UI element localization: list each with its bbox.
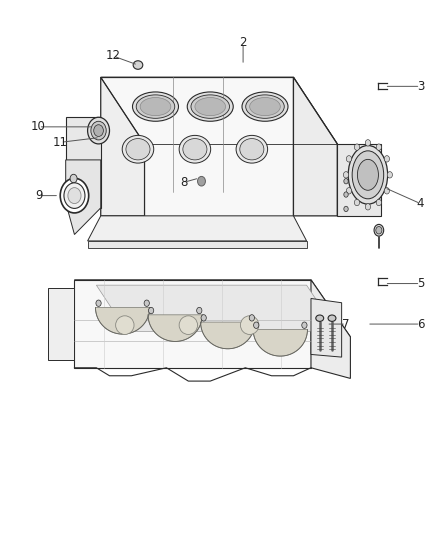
Ellipse shape: [302, 322, 307, 328]
Ellipse shape: [246, 95, 284, 118]
Ellipse shape: [179, 135, 211, 163]
Ellipse shape: [250, 98, 280, 116]
Ellipse shape: [374, 224, 384, 236]
Text: 7: 7: [342, 318, 350, 330]
Ellipse shape: [195, 98, 226, 116]
Ellipse shape: [354, 199, 360, 206]
Polygon shape: [253, 329, 307, 356]
Ellipse shape: [70, 174, 77, 183]
Ellipse shape: [198, 176, 205, 186]
Ellipse shape: [346, 188, 352, 194]
Text: 12: 12: [106, 50, 120, 62]
Polygon shape: [101, 77, 145, 216]
Polygon shape: [337, 144, 381, 216]
Polygon shape: [101, 77, 337, 144]
Polygon shape: [88, 241, 307, 248]
Text: 5: 5: [417, 277, 424, 290]
Text: 9: 9: [35, 189, 42, 202]
Ellipse shape: [240, 139, 264, 160]
Ellipse shape: [348, 146, 388, 204]
Ellipse shape: [344, 179, 348, 184]
Ellipse shape: [132, 92, 178, 122]
Text: 11: 11: [53, 136, 68, 149]
Ellipse shape: [60, 178, 88, 213]
Ellipse shape: [346, 156, 352, 162]
Ellipse shape: [140, 98, 171, 116]
Ellipse shape: [179, 316, 198, 335]
Ellipse shape: [236, 135, 268, 163]
Ellipse shape: [376, 199, 381, 206]
Ellipse shape: [352, 151, 384, 199]
Ellipse shape: [122, 135, 154, 163]
Ellipse shape: [116, 316, 134, 335]
Polygon shape: [95, 308, 150, 334]
Ellipse shape: [357, 159, 378, 190]
Ellipse shape: [70, 192, 77, 200]
Text: 3: 3: [417, 80, 424, 93]
Polygon shape: [96, 285, 337, 332]
Polygon shape: [66, 117, 101, 208]
Ellipse shape: [191, 95, 230, 118]
Text: 10: 10: [31, 120, 46, 133]
Ellipse shape: [344, 206, 348, 212]
Ellipse shape: [148, 308, 154, 314]
Polygon shape: [74, 280, 311, 368]
Ellipse shape: [376, 227, 382, 234]
Polygon shape: [311, 298, 342, 357]
Polygon shape: [311, 280, 350, 378]
Ellipse shape: [197, 308, 202, 314]
Ellipse shape: [96, 300, 101, 306]
Ellipse shape: [68, 188, 81, 204]
Ellipse shape: [240, 316, 259, 335]
Polygon shape: [88, 216, 307, 241]
Ellipse shape: [88, 117, 110, 144]
Text: 2: 2: [239, 36, 247, 49]
Polygon shape: [101, 77, 293, 216]
Ellipse shape: [376, 144, 381, 150]
Ellipse shape: [201, 314, 206, 321]
Ellipse shape: [126, 139, 150, 160]
Ellipse shape: [328, 315, 336, 321]
Ellipse shape: [384, 188, 389, 194]
Ellipse shape: [254, 322, 259, 328]
Ellipse shape: [136, 95, 175, 118]
Polygon shape: [48, 288, 74, 360]
Ellipse shape: [94, 125, 103, 136]
Ellipse shape: [354, 144, 360, 150]
Ellipse shape: [365, 204, 371, 210]
Polygon shape: [66, 160, 101, 235]
Ellipse shape: [183, 139, 207, 160]
Polygon shape: [293, 77, 337, 216]
Ellipse shape: [187, 92, 233, 122]
Ellipse shape: [316, 315, 324, 321]
Ellipse shape: [133, 61, 143, 69]
Ellipse shape: [343, 172, 349, 178]
Ellipse shape: [91, 122, 106, 140]
Ellipse shape: [365, 140, 371, 146]
Polygon shape: [201, 322, 255, 349]
Polygon shape: [148, 315, 202, 342]
Text: 4: 4: [417, 197, 424, 210]
Text: 6: 6: [417, 318, 424, 330]
Ellipse shape: [387, 172, 392, 178]
Text: 8: 8: [180, 176, 187, 189]
Ellipse shape: [344, 192, 348, 197]
Ellipse shape: [144, 300, 149, 306]
Ellipse shape: [384, 156, 389, 162]
Ellipse shape: [249, 314, 254, 321]
Ellipse shape: [242, 92, 288, 122]
Ellipse shape: [64, 183, 85, 208]
Polygon shape: [74, 280, 350, 337]
